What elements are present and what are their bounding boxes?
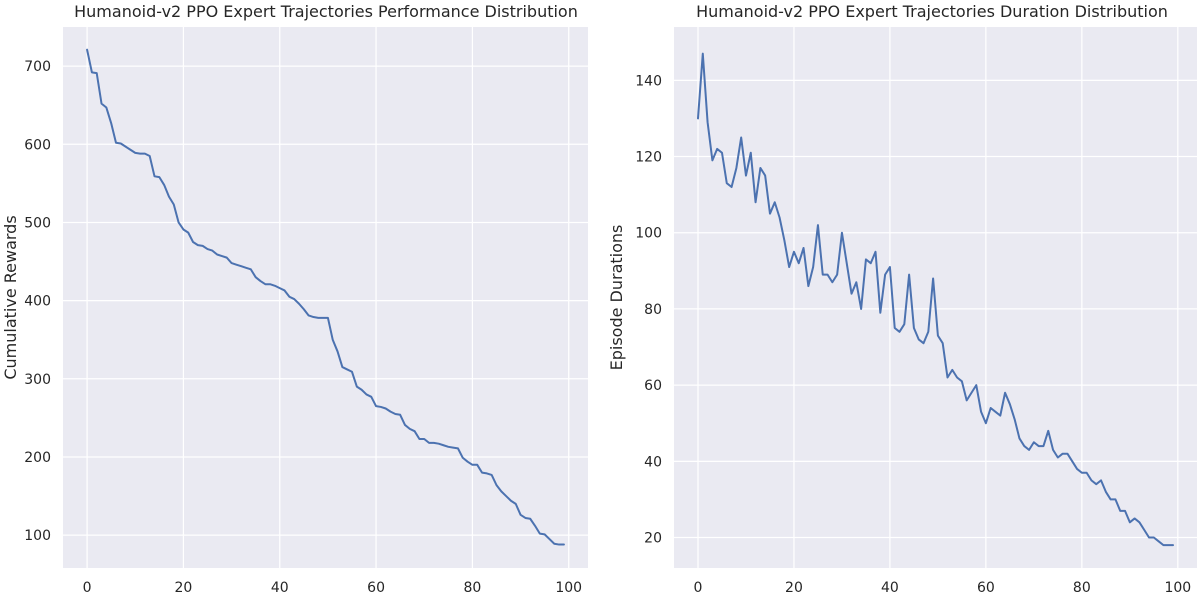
duration-series-line xyxy=(696,52,1175,547)
duration-x-tick-label: 80 xyxy=(1073,580,1091,596)
performance-x-tick-label: 20 xyxy=(174,580,192,596)
performance-plot-area xyxy=(63,27,588,568)
duration-chart: 0 20 40 60 80 100 20 40 60 80 100 120 140 Humanoid-v2… xyxy=(607,2,1197,596)
performance-y-tick-label: 300 xyxy=(24,372,51,388)
performance-y-tick-label: 400 xyxy=(24,294,51,310)
performance-x-tick-label: 60 xyxy=(367,580,385,596)
performance-x-tick-label: 0 xyxy=(83,580,92,596)
duration-y-tick-label: 100 xyxy=(635,226,662,242)
duration-x-tick-label: 40 xyxy=(881,580,899,596)
performance-y-tick-label: 500 xyxy=(24,215,51,231)
duration-y-tick-label: 20 xyxy=(644,531,662,547)
performance-x-tick-label: 80 xyxy=(463,580,481,596)
performance-y-tick-label: 600 xyxy=(24,137,51,153)
duration-y-tick-label: 80 xyxy=(644,302,662,318)
duration-y-axis-label: Episode Durations xyxy=(607,225,626,371)
duration-chart-title: Humanoid-v2 PPO Expert Trajectories Dura… xyxy=(696,2,1168,21)
performance-x-tick-label: 40 xyxy=(271,580,289,596)
performance-y-tick-label: 700 xyxy=(24,59,51,75)
performance-chart: 0 20 40 60 80 100 100 200 300 400 500 600 700 Humanoi… xyxy=(1,2,588,596)
duration-x-tick-label: 100 xyxy=(1164,580,1191,596)
performance-x-tick-label: 100 xyxy=(555,580,582,596)
duration-y-tick-label: 120 xyxy=(635,150,662,166)
performance-chart-title: Humanoid-v2 PPO Expert Trajectories Perf… xyxy=(74,2,578,21)
performance-y-tick-label: 100 xyxy=(24,528,51,544)
duration-y-tick-label: 60 xyxy=(644,378,662,394)
duration-x-tick-label: 20 xyxy=(785,580,803,596)
performance-series-line xyxy=(86,48,565,546)
duration-x-tick-label: 0 xyxy=(694,580,703,596)
duration-x-tick-label: 60 xyxy=(977,580,995,596)
performance-y-axis-label: Cumulative Rewards xyxy=(1,215,20,379)
duration-y-tick-label: 140 xyxy=(635,73,662,89)
performance-y-tick-label: 200 xyxy=(24,450,51,466)
duration-y-tick-label: 40 xyxy=(644,454,662,470)
